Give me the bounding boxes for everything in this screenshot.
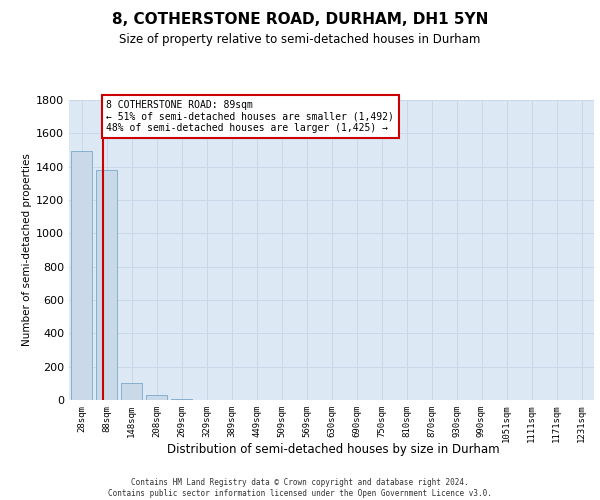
Text: Contains HM Land Registry data © Crown copyright and database right 2024.
Contai: Contains HM Land Registry data © Crown c… xyxy=(108,478,492,498)
Y-axis label: Number of semi-detached properties: Number of semi-detached properties xyxy=(22,154,32,346)
Text: 8 COTHERSTONE ROAD: 89sqm
← 51% of semi-detached houses are smaller (1,492)
48% : 8 COTHERSTONE ROAD: 89sqm ← 51% of semi-… xyxy=(107,100,394,133)
Bar xyxy=(146,395,167,400)
Text: Size of property relative to semi-detached houses in Durham: Size of property relative to semi-detach… xyxy=(119,32,481,46)
Text: Distribution of semi-detached houses by size in Durham: Distribution of semi-detached houses by … xyxy=(167,442,499,456)
Text: 8, COTHERSTONE ROAD, DURHAM, DH1 5YN: 8, COTHERSTONE ROAD, DURHAM, DH1 5YN xyxy=(112,12,488,28)
Bar xyxy=(96,170,117,400)
Bar xyxy=(71,152,92,400)
Bar xyxy=(121,384,142,400)
